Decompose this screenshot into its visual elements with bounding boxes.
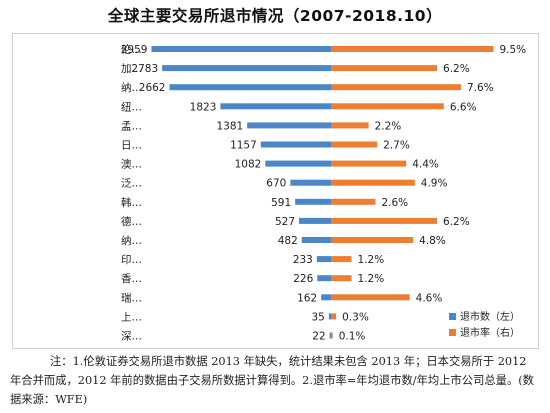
left-bar <box>151 46 331 52</box>
right-bar <box>331 84 461 91</box>
right-bar-label: 0.1% <box>339 331 366 343</box>
category-label: 韩… <box>121 196 142 209</box>
chart-frame <box>12 33 539 349</box>
right-bar <box>331 217 438 224</box>
category-label: 瑞… <box>121 292 142 304</box>
left-bar-label: 233 <box>293 254 313 266</box>
left-bar-label: 591 <box>271 197 291 209</box>
legend-swatch-right <box>449 329 456 336</box>
right-bar-label: 7.6% <box>467 82 494 94</box>
right-bar-label: 4.8% <box>419 235 446 247</box>
left-bar <box>265 160 331 167</box>
right-bar <box>331 332 333 339</box>
category-label: 上… <box>121 311 142 323</box>
left-bar-label: 162 <box>297 292 317 304</box>
left-bar <box>247 122 331 129</box>
category-label: 纳… <box>121 234 142 247</box>
category-label: 深… <box>121 331 142 343</box>
left-bar <box>299 217 331 224</box>
footnote: 注：1.伦敦证券交易所退市数据 2013 年缺失，统计结果未包含 2013 年；… <box>10 355 534 406</box>
right-bar-label: 4.6% <box>416 292 443 304</box>
left-bar-label: 2783 <box>131 63 158 75</box>
category-label: 加… <box>121 63 142 75</box>
category-label: 香… <box>121 273 142 285</box>
left-bar-label: 670 <box>266 178 286 190</box>
left-bar <box>317 275 331 282</box>
right-bar <box>331 65 438 72</box>
right-bar <box>331 160 407 167</box>
category-label: 泛… <box>121 178 142 190</box>
left-bar <box>295 198 331 205</box>
right-bar-label: 1.2% <box>358 273 385 285</box>
category-label: 德… <box>121 215 142 228</box>
left-bar <box>220 103 331 110</box>
right-bar <box>331 46 494 52</box>
category-label: 伦… <box>121 43 142 56</box>
category-label: 孟… <box>121 120 142 132</box>
butterfly-bar-chart: 伦…2959 9.5%加…2783 6.2%纳…2662 7.6%纽… 1823 6.6%… <box>121 43 526 343</box>
left-bar-label: 2959 <box>121 44 148 56</box>
left-bar-label: 226 <box>293 273 313 285</box>
right-bar <box>331 122 369 129</box>
left-bar <box>290 179 331 186</box>
left-bar-label: 527 <box>275 216 295 228</box>
left-bar <box>169 84 331 91</box>
right-bar <box>331 256 352 263</box>
right-bar-label: 2.2% <box>375 120 402 132</box>
right-bar <box>331 103 444 110</box>
right-bar <box>331 179 415 186</box>
right-bar-label: 1.2% <box>358 254 385 266</box>
left-bar-label: 1823 <box>190 101 217 113</box>
left-bar <box>328 313 331 320</box>
left-bar <box>162 65 331 72</box>
chart-title: 全球主要交易所退市情况（2007-2018.10） <box>107 7 443 25</box>
left-bar-label: 482 <box>278 235 298 247</box>
legend-label-left: 退市数（左） <box>460 310 520 323</box>
left-bar <box>329 332 331 339</box>
category-label: 纳… <box>121 81 142 94</box>
right-bar-label: 9.5% <box>499 44 526 56</box>
category-label: 日… <box>121 140 142 152</box>
left-bar-label: 35 <box>312 311 325 323</box>
right-bar <box>331 237 414 243</box>
category-label: 纽… <box>121 100 142 113</box>
left-bar-label: 2662 <box>139 82 166 94</box>
left-bar <box>301 237 331 243</box>
right-bar <box>331 313 337 320</box>
right-bar-label: 4.9% <box>421 178 448 190</box>
left-bar-label: 1082 <box>235 159 262 171</box>
right-bar-label: 6.2% <box>443 63 470 75</box>
right-bar-label: 6.6% <box>450 101 477 113</box>
left-bar-label: 1381 <box>216 120 243 132</box>
right-bar <box>331 275 352 282</box>
right-bar <box>331 141 378 148</box>
right-bar <box>331 198 376 205</box>
right-bar-label: 2.6% <box>381 197 408 209</box>
right-bar-label: 2.7% <box>383 140 410 152</box>
left-bar <box>260 141 331 148</box>
right-bar-label: 0.3% <box>342 311 369 323</box>
category-label: 印… <box>121 254 142 266</box>
right-bar-label: 4.4% <box>412 159 439 171</box>
legend-swatch-left <box>449 313 456 320</box>
right-bar <box>331 294 410 301</box>
legend-label-right: 退市率（右） <box>460 326 520 339</box>
left-bar <box>321 294 331 301</box>
category-label: 澳… <box>121 158 142 171</box>
left-bar-label: 1157 <box>230 140 257 152</box>
left-bar-label: 22 <box>312 331 325 343</box>
left-bar <box>316 256 331 263</box>
right-bar-label: 6.2% <box>443 216 470 228</box>
